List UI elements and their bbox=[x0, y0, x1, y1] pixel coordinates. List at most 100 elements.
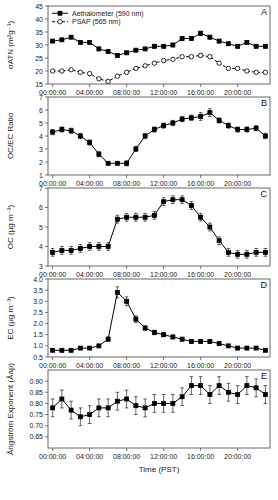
error-bar bbox=[143, 326, 147, 330]
error-bar-cap bbox=[134, 322, 138, 323]
panel-title: E bbox=[261, 371, 267, 381]
marker bbox=[208, 35, 212, 39]
legend-marker bbox=[58, 20, 62, 24]
marker bbox=[189, 37, 193, 41]
marker bbox=[263, 393, 267, 397]
error-bar-cap bbox=[69, 254, 73, 255]
marker bbox=[208, 393, 212, 397]
marker bbox=[208, 225, 212, 229]
marker bbox=[69, 248, 73, 252]
y-tick-label: 30 bbox=[35, 42, 43, 49]
error-bar bbox=[162, 333, 166, 337]
error-bar-cap bbox=[116, 410, 120, 411]
error-bar bbox=[236, 386, 240, 404]
x-tick bbox=[237, 175, 238, 178]
marker bbox=[97, 406, 101, 410]
error-bar bbox=[51, 248, 55, 256]
error-bar bbox=[143, 133, 147, 138]
y-tick bbox=[45, 19, 48, 20]
error-bar-cap bbox=[134, 396, 138, 397]
error-bar-cap bbox=[217, 394, 221, 395]
marker bbox=[180, 37, 184, 41]
marker bbox=[69, 348, 73, 352]
error-bar-cap bbox=[208, 223, 212, 224]
marker bbox=[115, 399, 119, 403]
plot-area bbox=[51, 287, 268, 353]
error-bar bbox=[227, 345, 231, 348]
error-bar-cap bbox=[190, 376, 194, 377]
marker bbox=[143, 215, 147, 219]
marker bbox=[106, 161, 110, 165]
error-bar-cap bbox=[208, 230, 212, 231]
marker bbox=[143, 134, 147, 138]
y-tick-label: 0.85 bbox=[29, 389, 43, 396]
error-bar-cap bbox=[116, 215, 120, 216]
error-bar-cap bbox=[153, 394, 157, 395]
x-tick bbox=[237, 84, 238, 87]
x-tick bbox=[163, 175, 164, 178]
x-tick-label: 04:00:00 bbox=[76, 453, 103, 460]
marker bbox=[124, 70, 128, 74]
error-bar-cap bbox=[88, 250, 92, 251]
error-bar bbox=[264, 45, 268, 48]
error-bar bbox=[190, 37, 194, 41]
y-tick-label: 4.0 bbox=[33, 276, 43, 283]
y-tick-label: 7 bbox=[39, 185, 43, 192]
x-tick-label: 20:00:00 bbox=[224, 362, 251, 369]
x-tick-label: 16:00:00 bbox=[187, 453, 214, 460]
error-bar bbox=[171, 43, 175, 47]
error-bar bbox=[190, 115, 194, 120]
error-bar bbox=[116, 215, 120, 223]
error-bar bbox=[79, 41, 83, 44]
error-bar-cap bbox=[125, 296, 129, 297]
y-tick-label: 2.0 bbox=[33, 320, 43, 327]
y-tick bbox=[45, 97, 48, 98]
x-tick-label: 12:00:00 bbox=[150, 362, 177, 369]
x-tick bbox=[126, 448, 127, 451]
error-bar bbox=[162, 59, 166, 62]
error-bar bbox=[254, 248, 258, 256]
marker bbox=[254, 44, 258, 48]
plot-frame bbox=[48, 188, 270, 266]
plot-area bbox=[51, 196, 268, 258]
error-bar bbox=[217, 118, 221, 123]
error-bar bbox=[79, 245, 83, 253]
marker bbox=[88, 40, 92, 44]
marker bbox=[180, 198, 184, 202]
marker bbox=[235, 66, 239, 70]
error-bar bbox=[79, 133, 83, 138]
error-bar bbox=[180, 196, 184, 204]
error-bar bbox=[217, 342, 221, 346]
error-bar-cap bbox=[199, 394, 203, 395]
error-bar-cap bbox=[51, 256, 55, 257]
marker bbox=[152, 401, 156, 405]
marker bbox=[60, 248, 64, 252]
error-bar-cap bbox=[171, 412, 175, 413]
plot-frame bbox=[48, 279, 270, 357]
marker bbox=[60, 397, 64, 401]
x-tick-label: 08:00:00 bbox=[113, 180, 140, 187]
marker bbox=[180, 395, 184, 399]
error-bar bbox=[153, 211, 157, 219]
error-bar bbox=[153, 62, 157, 65]
error-bar-cap bbox=[88, 405, 92, 406]
marker bbox=[263, 250, 267, 254]
marker bbox=[217, 118, 221, 122]
marker bbox=[51, 130, 55, 134]
marker bbox=[245, 252, 249, 256]
error-bar-cap bbox=[106, 250, 110, 251]
error-bar-cap bbox=[116, 392, 120, 393]
panel: 1520253035404500:00:0004:00:0008:00:0012… bbox=[6, 3, 270, 96]
y-tick bbox=[45, 175, 48, 176]
error-bar-cap bbox=[264, 256, 268, 257]
error-bar-cap bbox=[88, 423, 92, 424]
x-tick-label: 00:00:00 bbox=[39, 180, 66, 187]
error-bar bbox=[116, 392, 120, 410]
panel-title: C bbox=[261, 189, 268, 199]
error-bar bbox=[60, 39, 64, 42]
error-bar bbox=[69, 401, 73, 419]
x-tick bbox=[89, 448, 90, 451]
y-axis-label: σATN (m²g⁻¹) bbox=[6, 20, 15, 69]
error-bar-cap bbox=[125, 407, 129, 408]
y-tick bbox=[45, 45, 48, 46]
